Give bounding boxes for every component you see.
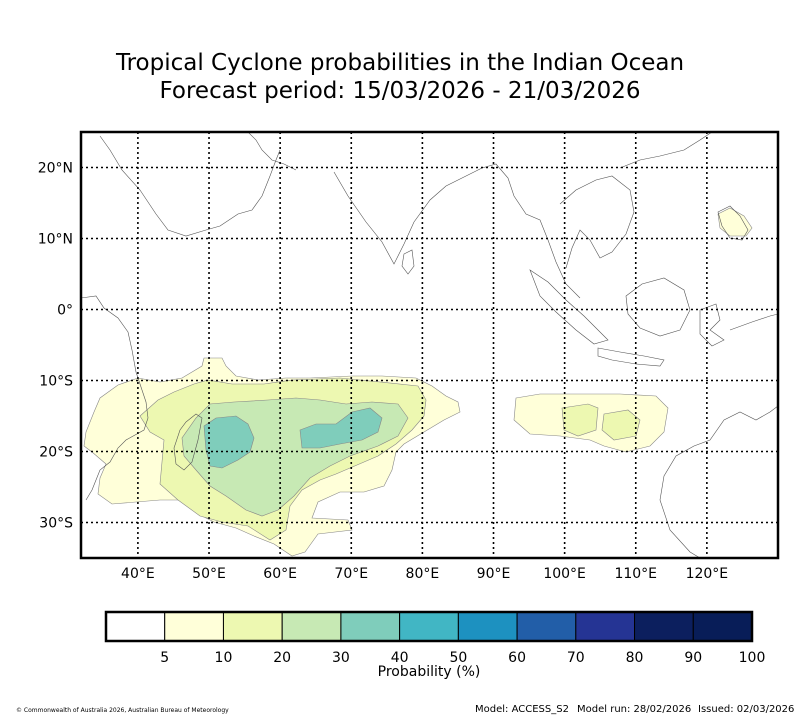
graticule	[81, 132, 778, 558]
coast-java	[597, 347, 665, 367]
colorbar-tick-label: 80	[625, 650, 644, 666]
colorbar-tick-label: 40	[390, 650, 409, 666]
colorbar-tick-label: 5	[160, 650, 170, 666]
contour-30-40-central	[299, 407, 383, 449]
colorbar-cell	[105, 611, 166, 642]
contour-10-20-east	[561, 403, 599, 437]
colorbar-cells	[105, 611, 753, 642]
coast-india	[333, 167, 483, 265]
coast-sumatra	[529, 269, 609, 345]
probability-contours	[83, 207, 753, 557]
chart-title-line2: Forecast period: 15/03/2026 - 21/03/2026	[159, 78, 641, 104]
colorbar-cell	[281, 611, 342, 642]
lat-tick-label: 10°N	[38, 232, 73, 248]
lon-tick-label: 110°E	[614, 566, 657, 582]
lon-tick-label: 70°E	[334, 566, 368, 582]
coast-arabia	[99, 135, 281, 237]
longitude-labels: 40°E 50°E 60°E 70°E 80°E 90°E 100°E 110°E 120°E	[121, 566, 728, 582]
colorbar-cell	[575, 611, 636, 642]
colorbar-title: Probability (%)	[377, 664, 481, 680]
coast-indochina	[559, 175, 635, 269]
coast-australia-west	[659, 499, 701, 558]
coast-africa	[81, 295, 149, 501]
contour-5-10-philippines	[717, 207, 753, 237]
lon-tick-label: 90°E	[477, 566, 511, 582]
colorbar-cell	[516, 611, 577, 642]
colorbar-frame	[104, 610, 754, 643]
lat-tick-label: 30°S	[39, 516, 73, 532]
coast-australia	[659, 405, 778, 501]
coast-new-guinea	[729, 313, 778, 331]
colorbar-cell	[457, 611, 518, 642]
coast-china	[619, 132, 713, 169]
colorbar-tick-label: 20	[273, 650, 292, 666]
issued-date: Issued: 02/03/2026	[698, 704, 795, 715]
lon-tick-label: 60°E	[263, 566, 297, 582]
colorbar-tick-label: 50	[449, 650, 468, 666]
lon-tick-label: 80°E	[406, 566, 440, 582]
coast-persian-gulf	[247, 132, 297, 171]
lat-tick-label: 10°S	[39, 374, 73, 390]
colorbar-tick-label: 90	[684, 650, 703, 666]
coast-madagascar	[173, 413, 203, 471]
chart-title-line1: Tropical Cyclone probabilities in the In…	[115, 50, 685, 76]
copyright-notice: © Commonwealth of Australia 2026, Austra…	[16, 707, 229, 714]
lon-tick-label: 100°E	[543, 566, 586, 582]
lat-tick-label: 0°	[57, 303, 73, 319]
model-name: Model: ACCESS_S2	[475, 704, 569, 715]
colorbar-cell	[399, 611, 459, 642]
colorbar-tick-label: 60	[508, 650, 526, 666]
contour-30-40-west	[203, 415, 255, 469]
coast-bay-bengal-east	[481, 163, 581, 299]
coast-sulawesi	[699, 303, 725, 347]
lat-tick-label: 20°N	[38, 161, 73, 177]
model-run-date: Model run: 28/02/2026	[577, 704, 692, 715]
coast-philippines	[717, 205, 749, 241]
contour-10-20-east2	[601, 409, 641, 441]
lon-tick-label: 120°E	[686, 566, 729, 582]
lon-tick-label: 40°E	[121, 566, 155, 582]
colorbar-tick-label: 100	[738, 650, 766, 666]
coastlines	[81, 132, 778, 558]
coast-borneo	[625, 277, 691, 337]
colorbar-cell	[340, 611, 401, 642]
lat-tick-label: 20°S	[39, 445, 73, 461]
colorbar-tick-label: 10	[214, 650, 233, 666]
colorbar-cell	[634, 611, 694, 642]
colorbar-cell	[164, 611, 224, 642]
colorbar-cell	[222, 611, 283, 642]
lon-tick-label: 50°E	[192, 566, 226, 582]
colorbar-tick-label: 30	[331, 650, 350, 666]
latitude-labels: 20°N 10°N 0° 10°S 20°S 30°S	[38, 161, 73, 532]
colorbar-cell	[692, 611, 753, 642]
coast-srilanka	[401, 249, 415, 275]
colorbar-tick-label: 70	[566, 650, 585, 666]
map-frame	[79, 130, 780, 560]
